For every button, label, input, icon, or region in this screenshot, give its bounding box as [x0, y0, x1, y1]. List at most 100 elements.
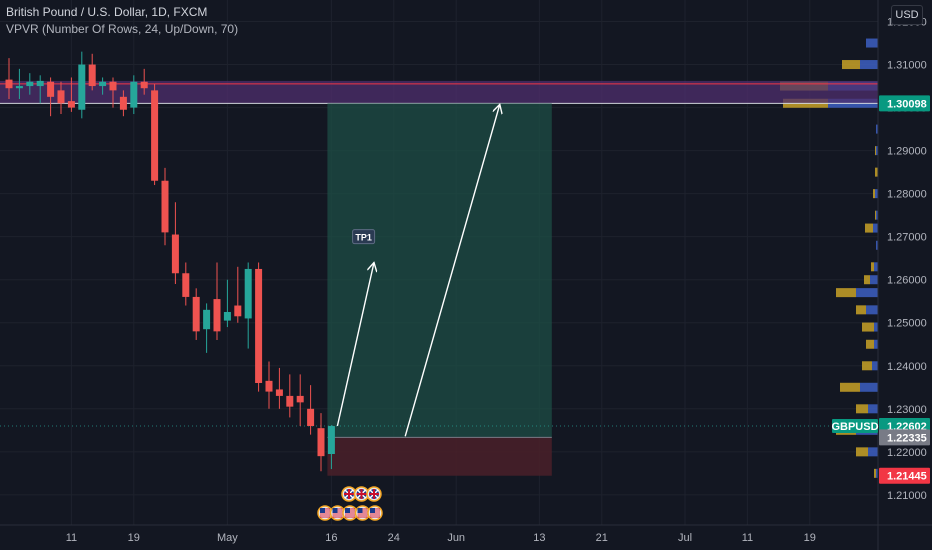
- volume-bar-down: [875, 167, 878, 177]
- price-tag-text: 1.21445: [887, 471, 927, 483]
- time-axis[interactable]: 11 19 May 16 24 Jun 13 21 Jul 11 19: [0, 524, 932, 544]
- economic-events[interactable]: [317, 486, 383, 521]
- candle-body: [234, 305, 242, 317]
- volume-bar-up: [876, 146, 878, 156]
- candle-body: [140, 81, 148, 89]
- x-tick-label: 21: [596, 532, 608, 544]
- price-tag-text: 1.22335: [887, 432, 927, 444]
- candle-body: [5, 79, 13, 89]
- volume-bar-down: [856, 447, 868, 457]
- volume-bar-up: [868, 447, 878, 457]
- volume-bar-up: [875, 189, 878, 199]
- candle-body: [130, 81, 138, 108]
- volume-bar-down: [866, 339, 874, 349]
- long-position-tool[interactable]: [0, 103, 878, 476]
- candle-body: [26, 81, 34, 87]
- candle-body: [275, 389, 283, 396]
- volume-bar-up: [874, 322, 878, 332]
- volume-bar-up: [873, 223, 878, 233]
- tp1-label-text: TP1: [355, 233, 372, 243]
- y-tick-label: 1.23000: [887, 404, 927, 416]
- x-tick-label: Jun: [447, 532, 465, 544]
- y-tick-label: 1.27000: [887, 232, 927, 244]
- volume-bar-down: [864, 275, 870, 285]
- candle-body: [57, 90, 65, 104]
- y-tick-label: 1.31000: [887, 60, 927, 72]
- volume-bar-down: [873, 189, 875, 199]
- y-tick-label: 1.29000: [887, 146, 927, 158]
- x-tick-label: Jul: [678, 532, 692, 544]
- candle-body: [36, 80, 44, 87]
- price-tag-text: 1.30098: [887, 98, 927, 110]
- volume-bar-down: [856, 404, 868, 414]
- volume-bar-down: [875, 146, 876, 156]
- y-tick-label: 1.22000: [887, 447, 927, 459]
- symbol-tag-text: GBPUSD: [831, 421, 878, 433]
- volume-bar-up: [876, 468, 878, 478]
- candle-body: [213, 299, 221, 332]
- candle-body: [317, 428, 325, 457]
- volume-bar-down: [856, 305, 866, 315]
- price-tag-box: [879, 95, 930, 112]
- tp1-arrow[interactable]: [336, 263, 374, 427]
- y-tick-label: 1.26000: [887, 275, 927, 287]
- volume-bar-down: [871, 262, 874, 272]
- us-flag-icon[interactable]: [354, 505, 371, 521]
- profit-zone[interactable]: [327, 103, 552, 438]
- candle-body: [192, 296, 200, 332]
- y-tick-label: 1.24000: [887, 361, 927, 373]
- volume-bar-down: [875, 210, 876, 220]
- uk-flag-icon[interactable]: [366, 486, 382, 502]
- candle-body: [255, 268, 263, 383]
- candle-body: [286, 395, 294, 407]
- us-canton: [370, 508, 375, 513]
- candle-body: [99, 81, 107, 87]
- currency-button[interactable]: USD: [891, 5, 923, 25]
- volume-bar-down: [874, 468, 876, 478]
- x-tick-label: 13: [533, 532, 545, 544]
- value-area-rect: [0, 80, 878, 104]
- us-canton: [320, 508, 325, 513]
- volume-bar-down: [842, 60, 860, 70]
- candle-body: [119, 96, 127, 110]
- volume-bar-down: [840, 382, 860, 392]
- us-flag-icon[interactable]: [367, 505, 383, 521]
- volume-bar-down: [862, 361, 872, 371]
- price-tag-box: [879, 429, 930, 446]
- target-arrow[interactable]: [404, 104, 500, 437]
- x-tick-label: 16: [325, 532, 337, 544]
- volume-bar-up: [870, 275, 878, 285]
- candle-body: [15, 86, 23, 89]
- uk-flag-icon[interactable]: [341, 486, 357, 502]
- y-tick-label: 1.28000: [887, 189, 927, 201]
- symbol-tag-box: [832, 418, 878, 433]
- candle-body: [67, 101, 75, 108]
- symbol-title[interactable]: British Pound / U.S. Dollar, 1D, FXCM: [6, 5, 208, 19]
- indicator-legend[interactable]: VPVR (Number Of Rows, 24, Up/Down, 70): [6, 22, 239, 36]
- volume-bar-up: [860, 60, 878, 70]
- volume-bar-up: [868, 404, 878, 414]
- volume-bar-up: [856, 288, 878, 298]
- loss-zone[interactable]: [327, 437, 552, 476]
- candle-body: [161, 180, 169, 233]
- candlestick-series: [5, 51, 335, 472]
- us-flag-icon[interactable]: [342, 505, 358, 521]
- volume-bar-down: [862, 322, 874, 332]
- volume-bar-up: [866, 305, 878, 315]
- candle-body: [109, 81, 117, 91]
- y-tick-label: 1.21000: [887, 490, 927, 502]
- volume-bar-up: [860, 382, 878, 392]
- x-tick-label: 11: [66, 532, 77, 544]
- drawing-arrows[interactable]: TP1: [336, 104, 500, 437]
- candle-body: [307, 408, 315, 427]
- y-tick-label: 1.25000: [887, 318, 927, 330]
- candle-body: [203, 309, 211, 330]
- x-tick-label: 24: [388, 532, 400, 544]
- us-flag-icon[interactable]: [329, 505, 346, 521]
- candle-body: [296, 395, 304, 403]
- candle-body: [47, 81, 55, 97]
- tp1-label-box[interactable]: [352, 229, 376, 245]
- us-canton: [332, 508, 338, 513]
